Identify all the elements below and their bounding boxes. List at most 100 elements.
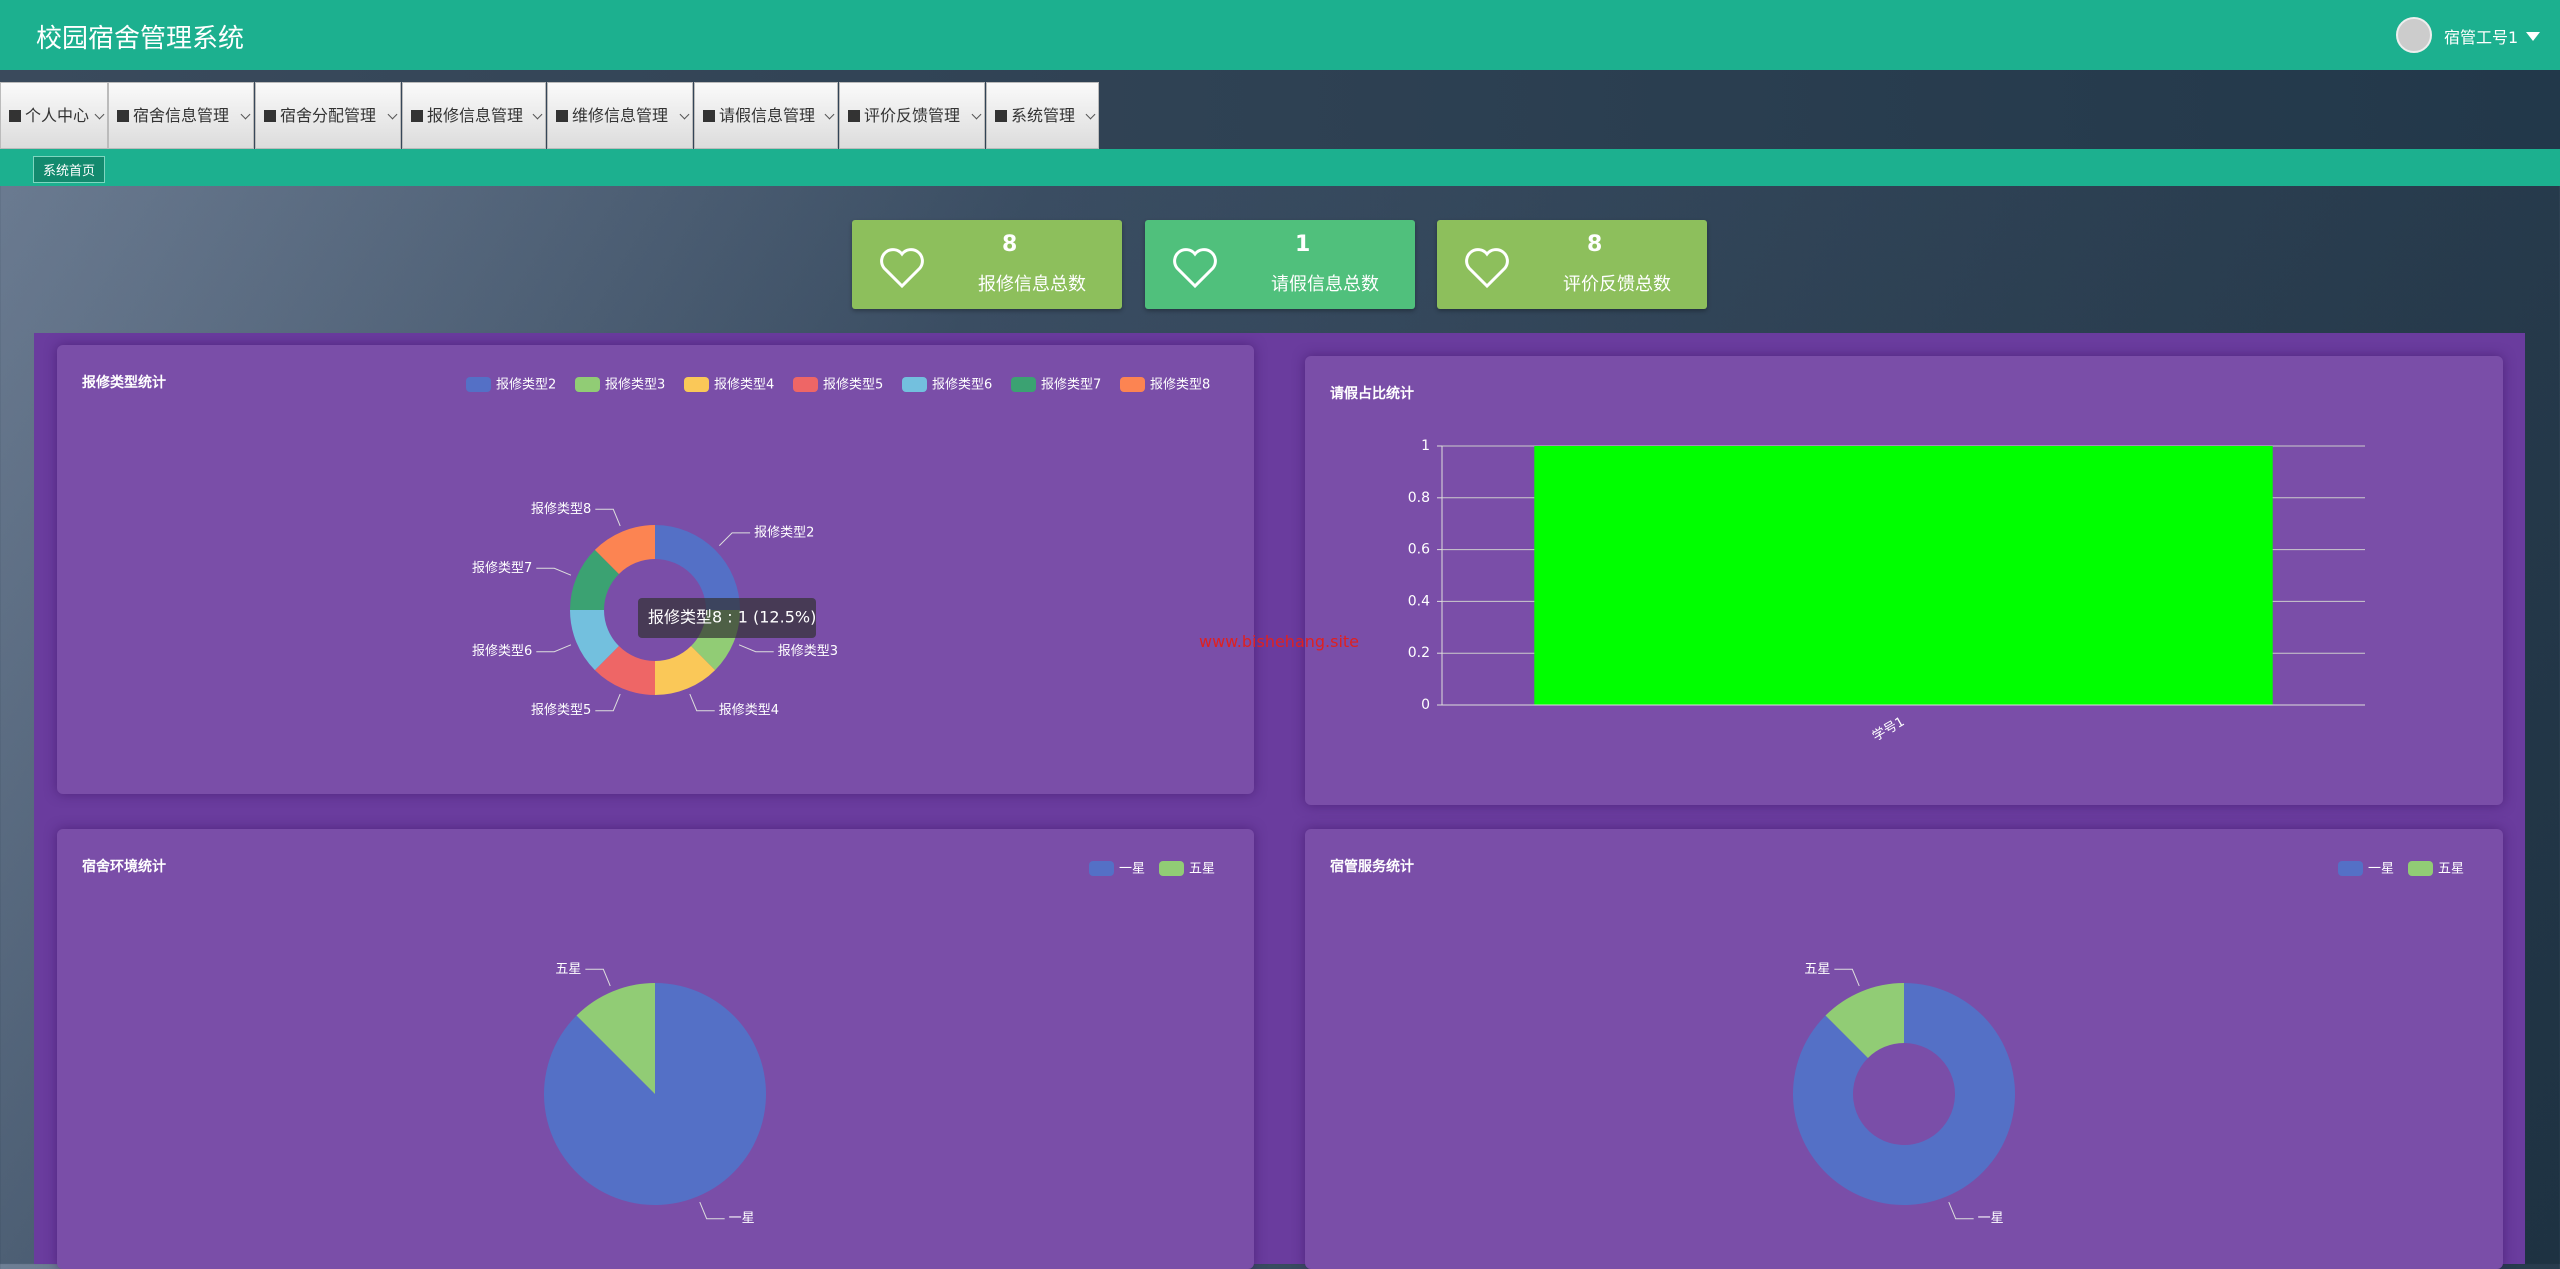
bar[interactable]	[1534, 446, 2273, 705]
label-line	[718, 532, 751, 547]
chart-title: 请假占比统计	[1330, 385, 1414, 402]
chart-title: 宿舍环境统计	[82, 858, 166, 875]
slice-label: 五星	[555, 962, 581, 977]
x-tick-label: 学号1	[1870, 714, 1908, 745]
label-line	[595, 508, 621, 527]
stat-value: 1	[1295, 232, 1311, 257]
slice-label: 报修类型7	[472, 561, 532, 576]
nav-label[interactable]: 维修信息管理	[572, 106, 669, 125]
legend-swatch[interactable]	[1120, 377, 1145, 392]
avatar[interactable]	[2396, 17, 2432, 53]
slice-label: 报修类型3	[778, 644, 838, 659]
nav-item[interactable]: 请假信息管理	[694, 82, 838, 149]
chart-card: 宿舍环境统计 一星 五星 一星 五星	[57, 829, 1254, 1269]
app-title: 校园宿舍管理系统	[36, 24, 245, 54]
y-tick-label: 0.4	[1408, 593, 1430, 609]
legend-label[interactable]: 报修类型3	[605, 378, 665, 393]
legend-label[interactable]: 报修类型4	[714, 378, 774, 393]
nav-item[interactable]: 系统管理	[986, 82, 1099, 149]
nav-item[interactable]: 宿舍信息管理	[108, 82, 254, 149]
legend-label[interactable]: 报修类型8	[1150, 378, 1210, 393]
nav-item[interactable]: 评价反馈管理	[839, 82, 985, 149]
nav-label[interactable]: 宿舍信息管理	[133, 106, 230, 125]
nav-item[interactable]: 个人中心	[0, 82, 108, 149]
legend-swatch[interactable]	[684, 377, 709, 392]
y-tick-label: 0.6	[1408, 542, 1430, 558]
chart-card: 宿管服务统计 一星 五星 一星 五星	[1305, 829, 2503, 1269]
pie-slice[interactable]	[576, 983, 655, 1094]
label-line	[1948, 1201, 1974, 1220]
slice-label: 五星	[1804, 962, 1830, 977]
nav-icon	[703, 110, 715, 122]
nav-chevron	[387, 109, 398, 120]
nav-item[interactable]: 宿舍分配管理	[255, 82, 401, 149]
pie-slice[interactable]	[655, 525, 740, 610]
chart-title: 报修类型统计	[82, 374, 166, 391]
nav-chevron	[971, 109, 982, 120]
legend-swatch[interactable]	[1089, 861, 1114, 876]
legend-swatch[interactable]	[902, 377, 927, 392]
nav-chevron	[824, 109, 835, 120]
nav-label[interactable]: 个人中心	[25, 106, 90, 125]
chart-card: 报修类型统计 报修类型2 报修类型3 报修类型4 报修类型5 报修类型6 报修类型7 报修类型…	[57, 345, 1254, 794]
legend-label[interactable]: 五星	[1189, 862, 1215, 877]
pie-slice[interactable]	[1825, 983, 1904, 1058]
legend-swatch[interactable]	[2408, 861, 2433, 876]
slice-label: 报修类型8	[531, 502, 591, 517]
nav-label[interactable]: 系统管理	[1011, 106, 1076, 125]
legend-swatch[interactable]	[1159, 861, 1184, 876]
stat-label: 评价反馈总数	[1563, 274, 1671, 295]
pie-slice[interactable]	[570, 610, 619, 671]
pie-slice[interactable]	[570, 549, 619, 610]
label-line	[1834, 968, 1860, 987]
slice-label: 报修类型4	[719, 703, 779, 718]
stat-card: 8 报修信息总数	[852, 220, 1122, 309]
breadcrumb-bar: 系统首页	[0, 149, 2560, 186]
nav-icon	[264, 110, 276, 122]
breadcrumb-tag[interactable]: 系统首页	[33, 156, 106, 183]
label-line	[699, 1201, 725, 1220]
chart-card: 请假占比统计 0 0.2 0.4 0.6 0.8 1 学号1	[1305, 356, 2503, 805]
legend-label[interactable]: 五星	[2438, 862, 2464, 877]
legend-label[interactable]: 报修类型6	[932, 378, 992, 393]
chart: 报修类型统计 报修类型2 报修类型3 报修类型4 报修类型5 报修类型6 报修类型7 报修类型…	[82, 374, 1210, 718]
nav-label[interactable]: 宿舍分配管理	[280, 106, 377, 125]
legend-swatch[interactable]	[2338, 861, 2363, 876]
stat-value: 8	[1587, 232, 1603, 257]
nav-icon	[9, 110, 21, 122]
nav-item[interactable]: 维修信息管理	[547, 82, 693, 149]
stat-label: 请假信息总数	[1271, 274, 1379, 295]
slice-label: 报修类型6	[472, 644, 532, 659]
slice-label: 一星	[1978, 1211, 2004, 1226]
user-dropdown[interactable]	[2526, 32, 2540, 48]
tooltip-text: 报修类型8 : 1 (12.5%)	[648, 608, 816, 627]
legend-swatch[interactable]	[575, 377, 600, 392]
watermark: www.bishehang.site	[1199, 632, 1360, 651]
legend-label[interactable]: 报修类型5	[823, 378, 883, 393]
slice-label: 一星	[729, 1211, 755, 1226]
legend-swatch[interactable]	[466, 377, 491, 392]
pie-slice[interactable]	[594, 525, 655, 574]
heart-icon	[1173, 248, 1217, 289]
legend-swatch[interactable]	[1011, 377, 1036, 392]
pie-slice[interactable]	[655, 646, 716, 695]
pie-slice[interactable]	[594, 646, 655, 695]
nav-label[interactable]: 评价反馈管理	[864, 106, 961, 125]
chart-title: 宿管服务统计	[1330, 858, 1414, 875]
nav-icon	[556, 110, 568, 122]
legend-label[interactable]: 一星	[1119, 862, 1145, 877]
legend-label[interactable]: 一星	[2368, 862, 2394, 877]
legend-swatch[interactable]	[793, 377, 818, 392]
y-tick-label: 0	[1421, 697, 1430, 713]
user-name[interactable]: 宿管工号1	[2444, 28, 2519, 47]
y-tick-label: 1	[1421, 438, 1430, 454]
pie-slice[interactable]	[1793, 983, 2015, 1205]
legend-label[interactable]: 报修类型2	[496, 378, 556, 393]
nav-label[interactable]: 报修信息管理	[427, 106, 524, 125]
nav-label[interactable]: 请假信息管理	[719, 106, 816, 125]
header: 校园宿舍管理系统 宿管工号1	[0, 0, 2560, 70]
heart-icon	[1465, 248, 1509, 289]
legend-label[interactable]: 报修类型7	[1041, 378, 1101, 393]
nav-item[interactable]: 报修信息管理	[402, 82, 546, 149]
